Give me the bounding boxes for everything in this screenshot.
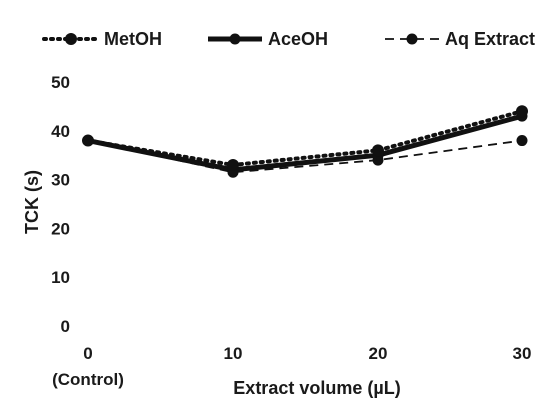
series-line-aceoh <box>87 113 523 173</box>
y-axis: 0 10 20 30 40 50 <box>51 73 70 336</box>
legend-marker <box>65 33 77 45</box>
x-tick-sublabel: (Control) <box>52 370 124 389</box>
x-axis: 0 (Control) 10 20 30 <box>52 344 531 389</box>
legend-label: AceOH <box>268 29 328 49</box>
plot-area <box>82 105 528 178</box>
y-tick-label: 30 <box>51 171 70 190</box>
data-point <box>516 105 528 118</box>
y-tick-label: 40 <box>51 122 70 141</box>
data-point <box>372 144 384 157</box>
x-axis-title: Extract volume (µL) <box>233 378 400 398</box>
x-tick-label: 0 <box>83 344 92 363</box>
series-line-metoh <box>86 109 524 167</box>
legend-marker <box>406 33 418 45</box>
legend-label: MetOH <box>104 29 162 49</box>
y-tick-label: 50 <box>51 73 70 92</box>
x-tick-label: 10 <box>224 344 243 363</box>
legend-label: Aq Extract <box>445 29 535 49</box>
data-point <box>82 134 94 147</box>
x-tick-label: 20 <box>369 344 388 363</box>
y-tick-label: 10 <box>51 268 70 287</box>
x-tick-label: 30 <box>513 344 532 363</box>
series-line-aq-extract <box>87 139 523 174</box>
y-axis-title: TCK (s) <box>22 170 42 234</box>
legend-marker <box>229 33 241 45</box>
y-tick-label: 20 <box>51 219 70 238</box>
legend: MetOH AceOH Aq Extract <box>42 29 535 49</box>
data-point <box>227 158 239 171</box>
y-tick-label: 0 <box>61 317 70 336</box>
data-point <box>516 135 528 147</box>
